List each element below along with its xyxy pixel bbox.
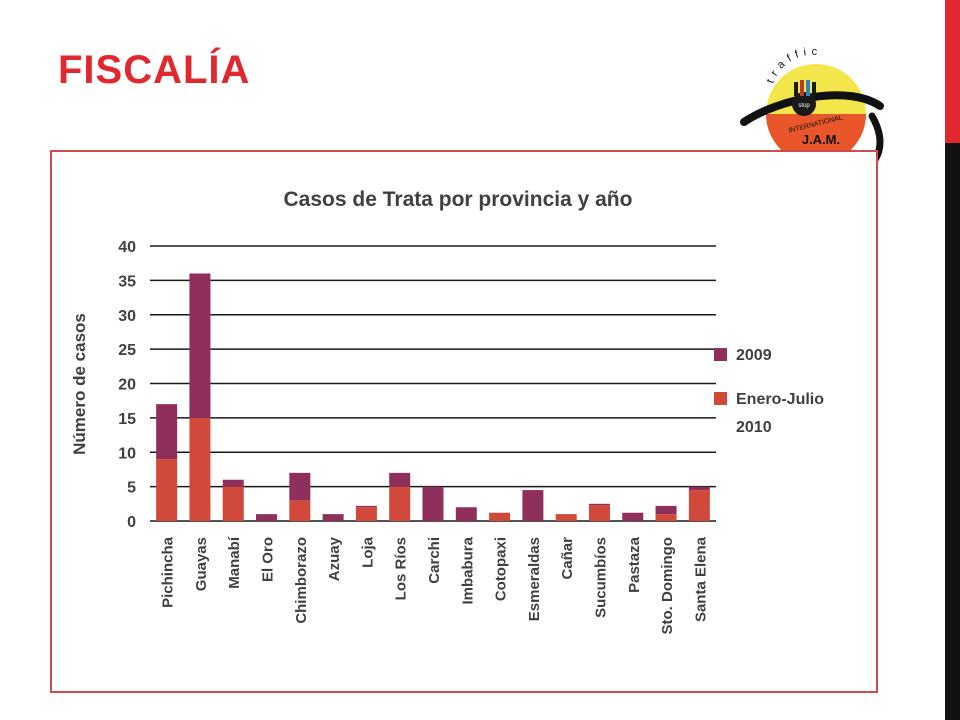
x-tick-label: Los Ríos [393, 537, 410, 600]
y-tick-label: 40 [118, 239, 136, 256]
bar-2009 [622, 512, 644, 521]
y-tick-label: 20 [118, 377, 136, 394]
side-accent-bar-red [945, 0, 960, 143]
x-tick-label: Pichincha [160, 536, 177, 608]
x-axis-ticks: Pichincha Guayas Manabí El Oro Chimborazo Azu… [160, 536, 710, 634]
y-tick-label: 10 [118, 445, 136, 462]
slide-title: FISCALÍA [58, 48, 251, 92]
bars [156, 273, 710, 521]
bar-enero-julio-2010 [189, 417, 211, 521]
x-tick-label: Chimborazo [293, 537, 310, 624]
bar-2009 [655, 505, 677, 515]
legend-item-2009: 2009 [714, 347, 772, 364]
legend-swatch [714, 348, 727, 361]
legend-item-enero-julio-2010: Enero-Julio 2010 [714, 391, 824, 436]
x-tick-label: Imbabura [459, 536, 476, 604]
y-tick-label: 35 [118, 273, 136, 290]
x-tick-label: Carchi [426, 537, 443, 584]
logo-hand-icon [792, 92, 816, 116]
bar-enero-julio-2010 [588, 505, 610, 521]
bar-2009 [389, 472, 411, 487]
bar-2009 [189, 273, 211, 418]
y-axis-label: Número de casos [70, 313, 89, 455]
x-tick-label: Cañar [559, 537, 576, 580]
logo-name-text: J.A.M. [802, 132, 840, 147]
y-tick-label: 0 [127, 514, 136, 531]
bar-enero-julio-2010 [222, 486, 244, 521]
bar-enero-julio-2010 [289, 500, 311, 521]
x-tick-label: Sto. Domingo [659, 537, 676, 635]
bar-2009 [588, 503, 610, 506]
y-axis-ticks: 0 5 10 15 20 25 30 35 40 [118, 239, 136, 531]
bar-2009 [422, 486, 444, 521]
legend-label: Enero-Julio [736, 391, 824, 408]
bar-enero-julio-2010 [688, 490, 710, 521]
legend-label: 2010 [736, 419, 772, 436]
bar-2009 [522, 490, 544, 521]
bar-2009 [222, 479, 244, 487]
chart-frame: Casos de Trata por provincia y año 0 5 10 1… [50, 150, 878, 693]
y-tick-label: 15 [118, 411, 136, 428]
bar-enero-julio-2010 [655, 514, 677, 521]
x-tick-label: Guayas [193, 537, 210, 591]
bar-enero-julio-2010 [355, 507, 377, 521]
y-tick-label: 30 [118, 308, 136, 325]
x-tick-label: Manabí [226, 536, 243, 589]
x-tick-label: Esmeraldas [526, 537, 543, 621]
bar-2009 [289, 472, 311, 501]
bar-2009 [322, 514, 344, 521]
bar-2009 [156, 404, 178, 460]
x-tick-label: Sucumbíos [592, 537, 609, 618]
x-tick-label: Pastaza [626, 536, 643, 593]
bar-enero-julio-2010 [555, 514, 577, 521]
y-tick-label: 25 [118, 342, 136, 359]
x-tick-label: El Oro [260, 537, 277, 582]
chart-title: Casos de Trata por provincia y año [284, 188, 633, 211]
bar-enero-julio-2010 [389, 486, 411, 521]
bar-2009 [355, 505, 377, 508]
bar-enero-julio-2010 [489, 512, 511, 521]
bar-2009 [256, 514, 278, 521]
logo-center-text: stop [798, 103, 810, 109]
bar-enero-julio-2010 [156, 459, 178, 521]
x-tick-label: Loja [359, 536, 376, 567]
bar-2009 [688, 486, 710, 491]
x-tick-label: Azuay [326, 536, 343, 581]
legend: 2009 Enero-Julio 2010 [714, 347, 824, 436]
legend-swatch [714, 392, 727, 405]
chart: Casos de Trata por provincia y año 0 5 10 1… [70, 188, 824, 635]
x-tick-label: Santa Elena [692, 536, 709, 622]
legend-label: 2009 [736, 347, 772, 364]
x-tick-label: Cotopaxi [493, 537, 510, 601]
side-accent-bar [945, 0, 960, 720]
bar-2009 [455, 507, 477, 521]
y-tick-label: 5 [127, 480, 136, 497]
